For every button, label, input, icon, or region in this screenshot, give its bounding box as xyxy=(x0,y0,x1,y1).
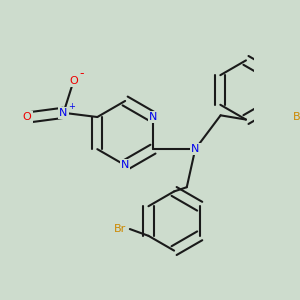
Text: N: N xyxy=(149,112,157,122)
Text: +: + xyxy=(68,102,74,111)
Text: N: N xyxy=(59,108,68,118)
Text: N: N xyxy=(121,160,129,170)
Text: O: O xyxy=(23,112,32,122)
Text: Br: Br xyxy=(114,224,126,234)
Text: -: - xyxy=(80,68,84,80)
Text: O: O xyxy=(69,76,78,86)
Text: N: N xyxy=(191,144,200,154)
Text: Br: Br xyxy=(292,112,300,122)
